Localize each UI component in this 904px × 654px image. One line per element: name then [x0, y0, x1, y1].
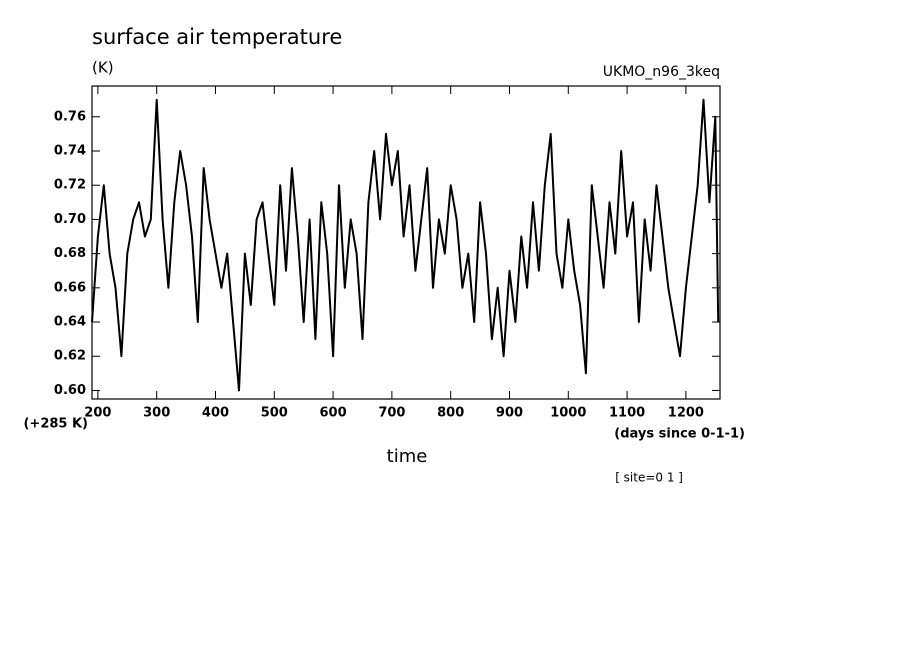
y-tick-label: 0.70	[54, 212, 86, 227]
x-tick-label: 600	[320, 406, 347, 421]
x-tick-label: 700	[378, 406, 405, 421]
x-tick-label: 1000	[550, 406, 586, 421]
y-tick-label: 0.62	[54, 349, 86, 364]
x-units-label: (days since 0-1-1)	[614, 427, 745, 442]
site-label: [ site=0 1 ]	[615, 471, 683, 485]
x-tick-label: 800	[437, 406, 464, 421]
data-line	[91, 98, 720, 392]
y-tick-label: 0.66	[54, 280, 86, 295]
x-tick-label: 1100	[609, 406, 645, 421]
y-tick-label: 0.60	[54, 383, 86, 398]
x-tick-label: 900	[496, 406, 523, 421]
y-tick-label: 0.74	[54, 143, 86, 158]
x-tick-label: 400	[202, 406, 229, 421]
plot-frame	[91, 85, 721, 400]
x-tick-label: 500	[261, 406, 288, 421]
unit-label: (K)	[92, 59, 114, 77]
y-tick-label: 0.64	[54, 315, 86, 330]
x-axis-label: time	[387, 446, 428, 467]
y-tick-label: 0.76	[54, 109, 86, 124]
offset-label: (+285 K)	[23, 417, 88, 432]
x-tick-label: 1200	[668, 406, 704, 421]
y-tick-label: 0.68	[54, 246, 86, 261]
y-tick-label: 0.72	[54, 178, 86, 193]
x-tick-label: 200	[84, 406, 111, 421]
model-label: UKMO_n96_3keq	[603, 64, 720, 80]
x-tick-label: 300	[143, 406, 170, 421]
chart-title: surface air temperature	[92, 25, 342, 49]
